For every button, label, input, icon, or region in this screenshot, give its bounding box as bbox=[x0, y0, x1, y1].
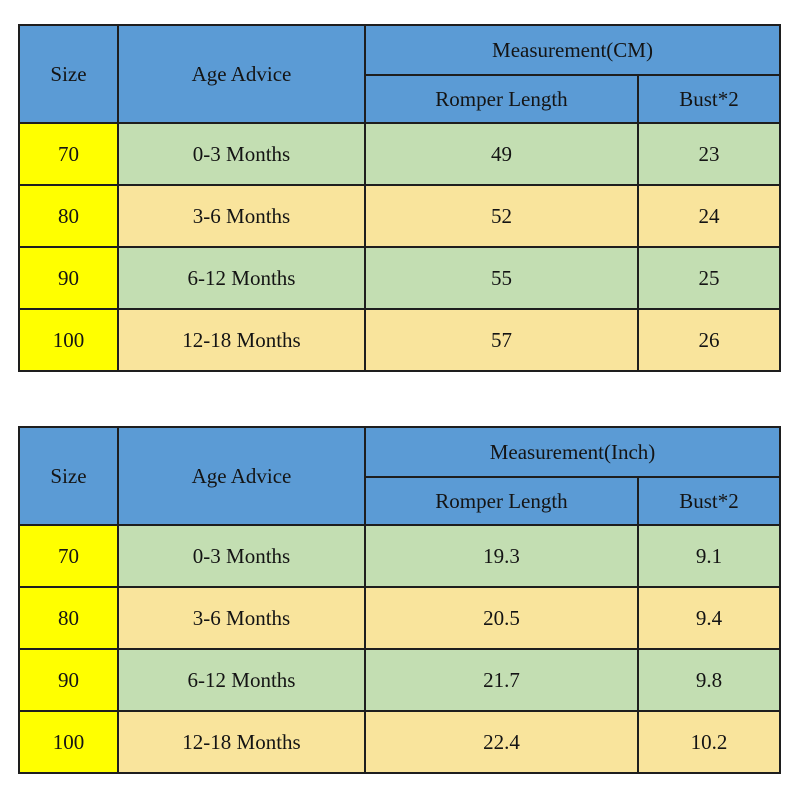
romper-length-cell: 57 bbox=[364, 308, 639, 372]
age-cell: 0-3 Months bbox=[117, 122, 366, 186]
size-cell: 90 bbox=[18, 648, 119, 712]
romper-length-header: Romper Length bbox=[364, 74, 639, 124]
measurement-group-header: Measurement(CM) bbox=[364, 24, 781, 76]
measurement-group-header: Measurement(Inch) bbox=[364, 426, 781, 478]
age-advice-header: Age Advice bbox=[117, 24, 366, 124]
size-cell: 100 bbox=[18, 308, 119, 372]
table-row: 100 12-18 Months 57 26 bbox=[18, 308, 781, 372]
table-row: 70 0-3 Months 19.3 9.1 bbox=[18, 524, 781, 588]
romper-length-cell: 55 bbox=[364, 246, 639, 310]
age-cell: 12-18 Months bbox=[117, 308, 366, 372]
age-cell: 6-12 Months bbox=[117, 648, 366, 712]
age-cell: 3-6 Months bbox=[117, 184, 366, 248]
age-cell: 3-6 Months bbox=[117, 586, 366, 650]
size-cell: 100 bbox=[18, 710, 119, 774]
age-cell: 0-3 Months bbox=[117, 524, 366, 588]
size-table-inch-header: Size Age Advice Measurement(Inch) Romper… bbox=[18, 426, 781, 526]
bust-cell: 23 bbox=[637, 122, 781, 186]
size-cell: 70 bbox=[18, 122, 119, 186]
size-table-cm: Size Age Advice Measurement(CM) Romper L… bbox=[18, 24, 781, 372]
bust-cell: 25 bbox=[637, 246, 781, 310]
table-row: 90 6-12 Months 21.7 9.8 bbox=[18, 648, 781, 712]
size-header: Size bbox=[18, 24, 119, 124]
table-row: 80 3-6 Months 20.5 9.4 bbox=[18, 586, 781, 650]
size-cell: 70 bbox=[18, 524, 119, 588]
age-cell: 6-12 Months bbox=[117, 246, 366, 310]
bust-header: Bust*2 bbox=[637, 74, 781, 124]
romper-length-header: Romper Length bbox=[364, 476, 639, 526]
table-row: 70 0-3 Months 49 23 bbox=[18, 122, 781, 186]
bust-cell: 9.1 bbox=[637, 524, 781, 588]
age-advice-header: Age Advice bbox=[117, 426, 366, 526]
size-table-cm-header: Size Age Advice Measurement(CM) Romper L… bbox=[18, 24, 781, 124]
table-row: 100 12-18 Months 22.4 10.2 bbox=[18, 710, 781, 774]
age-cell: 12-18 Months bbox=[117, 710, 366, 774]
size-cell: 90 bbox=[18, 246, 119, 310]
table-row: 90 6-12 Months 55 25 bbox=[18, 246, 781, 310]
romper-length-cell: 21.7 bbox=[364, 648, 639, 712]
size-table-inch: Size Age Advice Measurement(Inch) Romper… bbox=[18, 426, 781, 774]
romper-length-cell: 20.5 bbox=[364, 586, 639, 650]
bust-cell: 26 bbox=[637, 308, 781, 372]
romper-length-cell: 52 bbox=[364, 184, 639, 248]
size-cell: 80 bbox=[18, 586, 119, 650]
table-row: 80 3-6 Months 52 24 bbox=[18, 184, 781, 248]
size-cell: 80 bbox=[18, 184, 119, 248]
bust-cell: 9.8 bbox=[637, 648, 781, 712]
romper-length-cell: 49 bbox=[364, 122, 639, 186]
bust-header: Bust*2 bbox=[637, 476, 781, 526]
romper-length-cell: 19.3 bbox=[364, 524, 639, 588]
bust-cell: 10.2 bbox=[637, 710, 781, 774]
bust-cell: 24 bbox=[637, 184, 781, 248]
bust-cell: 9.4 bbox=[637, 586, 781, 650]
size-header: Size bbox=[18, 426, 119, 526]
romper-length-cell: 22.4 bbox=[364, 710, 639, 774]
